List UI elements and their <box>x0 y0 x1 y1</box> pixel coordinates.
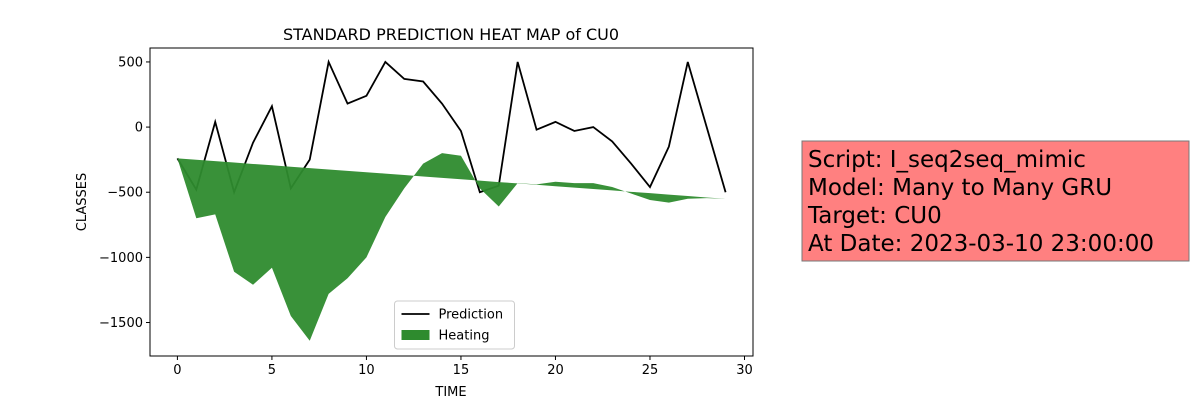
y-tick-label: −500 <box>107 186 143 201</box>
x-tick-label: 5 <box>268 363 276 378</box>
y-axis-label: CLASSES <box>75 173 90 231</box>
annotation-line: Script: I_seq2seq_mimic <box>808 147 1086 173</box>
x-tick-label: 0 <box>173 363 181 378</box>
annotation-line: Model: Many to Many GRU <box>808 175 1112 201</box>
heating-area <box>177 153 726 341</box>
prediction-line <box>176 58 727 196</box>
y-tick-label: 0 <box>135 121 143 136</box>
legend-swatch <box>401 330 430 340</box>
annotation-line: At Date: 2023-03-10 23:00:00 <box>808 231 1154 257</box>
plot-frame <box>149 47 754 357</box>
x-axis-label: TIME <box>434 385 466 400</box>
x-tick-label: 20 <box>547 363 564 378</box>
annotation-line: Target: CU0 <box>807 203 942 229</box>
legend-label: Heating <box>439 329 490 344</box>
y-tick-label: 500 <box>118 55 143 70</box>
legend-label: Prediction <box>439 308 504 323</box>
annotation-box <box>801 140 1190 262</box>
x-tick-label: 10 <box>358 363 375 378</box>
x-tick-label: 25 <box>642 363 659 378</box>
y-tick-label: −1000 <box>99 251 143 266</box>
y-tick-label: −1500 <box>99 316 143 331</box>
x-tick-label: 15 <box>453 363 470 378</box>
x-tick-label: 30 <box>736 363 753 378</box>
chart-title: STANDARD PREDICTION HEAT MAP of CU0 <box>283 25 619 44</box>
